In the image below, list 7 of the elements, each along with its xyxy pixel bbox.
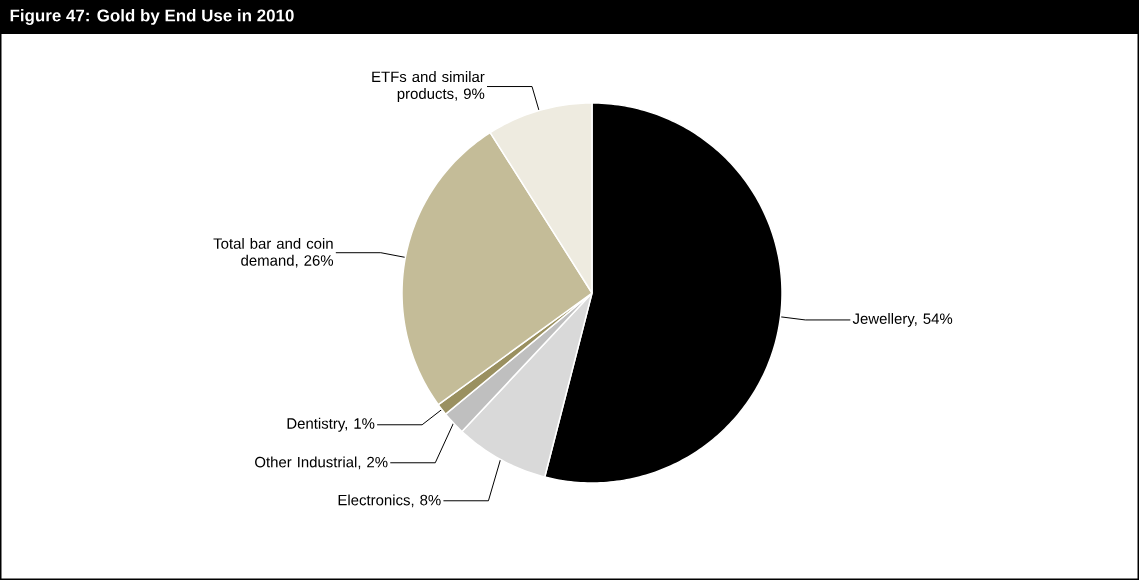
slice-label: ETFs and similar products, 9% (372, 71, 485, 102)
slice-label: Total bar and coin demand, 26% (213, 237, 334, 268)
slice-label: Electronics, 8% (338, 494, 441, 508)
slice-label: Jewellery, 54% (852, 312, 953, 327)
slice-label: Other Industrial, 2% (255, 456, 388, 470)
slice-label: Dentistry, 1% (287, 417, 375, 432)
chart-title: Figure 47: Gold by End Use in 2010 (10, 9, 294, 25)
